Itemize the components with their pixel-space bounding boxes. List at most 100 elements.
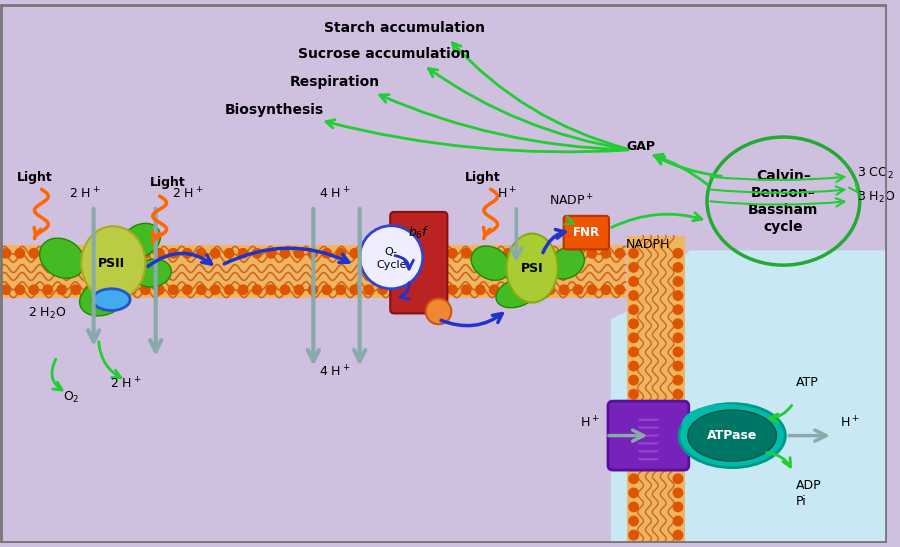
Text: Respiration: Respiration (290, 75, 380, 89)
Circle shape (321, 248, 332, 259)
Circle shape (210, 248, 220, 259)
Text: Calvin–: Calvin– (756, 170, 811, 183)
Circle shape (461, 284, 472, 295)
Circle shape (405, 284, 416, 295)
Circle shape (349, 284, 360, 295)
Text: Q-: Q- (384, 247, 398, 257)
Circle shape (112, 284, 123, 295)
Text: Starch accumulation: Starch accumulation (323, 21, 484, 34)
Circle shape (57, 284, 68, 295)
Text: Light: Light (16, 171, 52, 184)
Ellipse shape (122, 223, 160, 258)
Text: cycle: cycle (763, 220, 803, 234)
Circle shape (308, 284, 319, 295)
Circle shape (672, 290, 683, 301)
Circle shape (489, 284, 500, 295)
Bar (0, 246, 626, 298)
Circle shape (321, 284, 332, 295)
Ellipse shape (496, 278, 539, 308)
Circle shape (628, 459, 639, 470)
Text: 3 H$_2$O: 3 H$_2$O (858, 190, 896, 205)
Circle shape (364, 284, 374, 295)
Circle shape (672, 516, 683, 526)
Circle shape (572, 284, 583, 295)
Circle shape (628, 375, 639, 386)
FancyBboxPatch shape (608, 401, 688, 470)
Circle shape (672, 318, 683, 329)
Text: O$_2$: O$_2$ (63, 390, 79, 405)
Circle shape (628, 529, 639, 540)
Circle shape (672, 248, 683, 259)
Ellipse shape (507, 234, 558, 302)
Circle shape (252, 248, 263, 259)
Circle shape (140, 284, 151, 295)
Circle shape (672, 262, 683, 273)
Circle shape (672, 333, 683, 344)
Circle shape (503, 248, 514, 259)
Circle shape (336, 284, 346, 295)
Circle shape (672, 304, 683, 315)
Text: GAP: GAP (626, 140, 655, 153)
Circle shape (544, 248, 555, 259)
Circle shape (14, 248, 25, 259)
Ellipse shape (81, 226, 145, 300)
Circle shape (280, 284, 291, 295)
Circle shape (57, 248, 68, 259)
Circle shape (628, 403, 639, 414)
Circle shape (29, 284, 40, 295)
Circle shape (224, 284, 235, 295)
Circle shape (98, 284, 109, 295)
Circle shape (266, 284, 276, 295)
Text: NADPH: NADPH (626, 238, 670, 252)
Circle shape (392, 248, 402, 259)
Circle shape (672, 445, 683, 456)
Circle shape (224, 248, 235, 259)
Circle shape (70, 284, 81, 295)
Text: Pi: Pi (796, 494, 807, 508)
Text: NADP$^+$: NADP$^+$ (549, 194, 594, 209)
FancyBboxPatch shape (391, 212, 447, 313)
Circle shape (628, 262, 639, 273)
Circle shape (475, 248, 486, 259)
Text: Biosynthesis: Biosynthesis (224, 103, 323, 118)
Circle shape (210, 284, 220, 295)
Circle shape (293, 284, 304, 295)
Circle shape (349, 248, 360, 259)
Circle shape (489, 248, 500, 259)
Text: Cycle: Cycle (376, 260, 407, 270)
Text: 4 H$^+$: 4 H$^+$ (320, 364, 351, 380)
Circle shape (628, 346, 639, 357)
Bar (626, 236, 685, 543)
Circle shape (672, 375, 683, 386)
Circle shape (628, 290, 639, 301)
Circle shape (154, 248, 165, 259)
Text: Benson–: Benson– (751, 186, 815, 200)
Ellipse shape (679, 404, 786, 468)
Circle shape (1, 284, 12, 295)
Text: 4 H$^+$: 4 H$^+$ (320, 186, 351, 201)
Text: FNR: FNR (572, 226, 600, 239)
Circle shape (14, 284, 25, 295)
Circle shape (628, 431, 639, 442)
Circle shape (517, 248, 527, 259)
Circle shape (182, 248, 193, 259)
Circle shape (42, 248, 53, 259)
Text: ATPase: ATPase (707, 429, 757, 442)
Circle shape (140, 248, 151, 259)
Circle shape (559, 248, 570, 259)
Circle shape (672, 502, 683, 513)
Circle shape (628, 248, 639, 259)
Circle shape (405, 248, 416, 259)
Ellipse shape (93, 289, 130, 311)
Circle shape (266, 248, 276, 259)
Ellipse shape (682, 404, 770, 444)
Circle shape (628, 333, 639, 344)
Text: PSI: PSI (521, 261, 544, 275)
FancyBboxPatch shape (563, 216, 609, 249)
Circle shape (392, 284, 402, 295)
Circle shape (447, 284, 458, 295)
Circle shape (98, 248, 109, 259)
Text: PSII: PSII (98, 257, 125, 270)
Circle shape (628, 276, 639, 287)
Circle shape (615, 248, 626, 259)
